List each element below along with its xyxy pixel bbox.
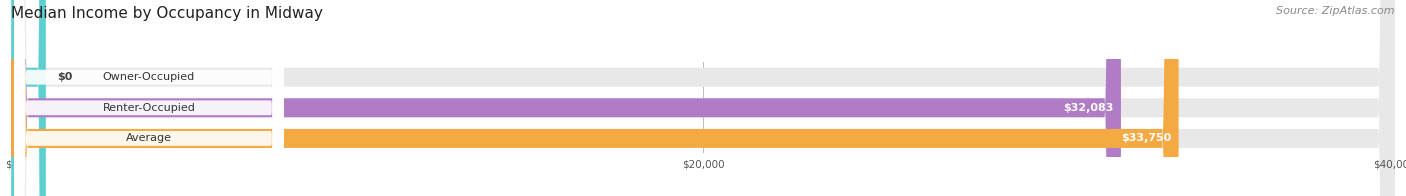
Text: Source: ZipAtlas.com: Source: ZipAtlas.com (1277, 6, 1395, 16)
FancyBboxPatch shape (11, 0, 1395, 196)
Text: Average: Average (127, 133, 172, 143)
FancyBboxPatch shape (14, 0, 284, 196)
Text: $0: $0 (56, 72, 72, 82)
FancyBboxPatch shape (14, 0, 284, 196)
FancyBboxPatch shape (11, 0, 46, 196)
Text: Owner-Occupied: Owner-Occupied (103, 72, 195, 82)
FancyBboxPatch shape (11, 0, 1121, 196)
FancyBboxPatch shape (11, 0, 1178, 196)
FancyBboxPatch shape (14, 0, 284, 196)
Text: $33,750: $33,750 (1122, 133, 1171, 143)
Text: Median Income by Occupancy in Midway: Median Income by Occupancy in Midway (11, 6, 323, 21)
FancyBboxPatch shape (11, 0, 1395, 196)
Text: $32,083: $32,083 (1063, 103, 1114, 113)
FancyBboxPatch shape (11, 0, 1395, 196)
Text: Renter-Occupied: Renter-Occupied (103, 103, 195, 113)
